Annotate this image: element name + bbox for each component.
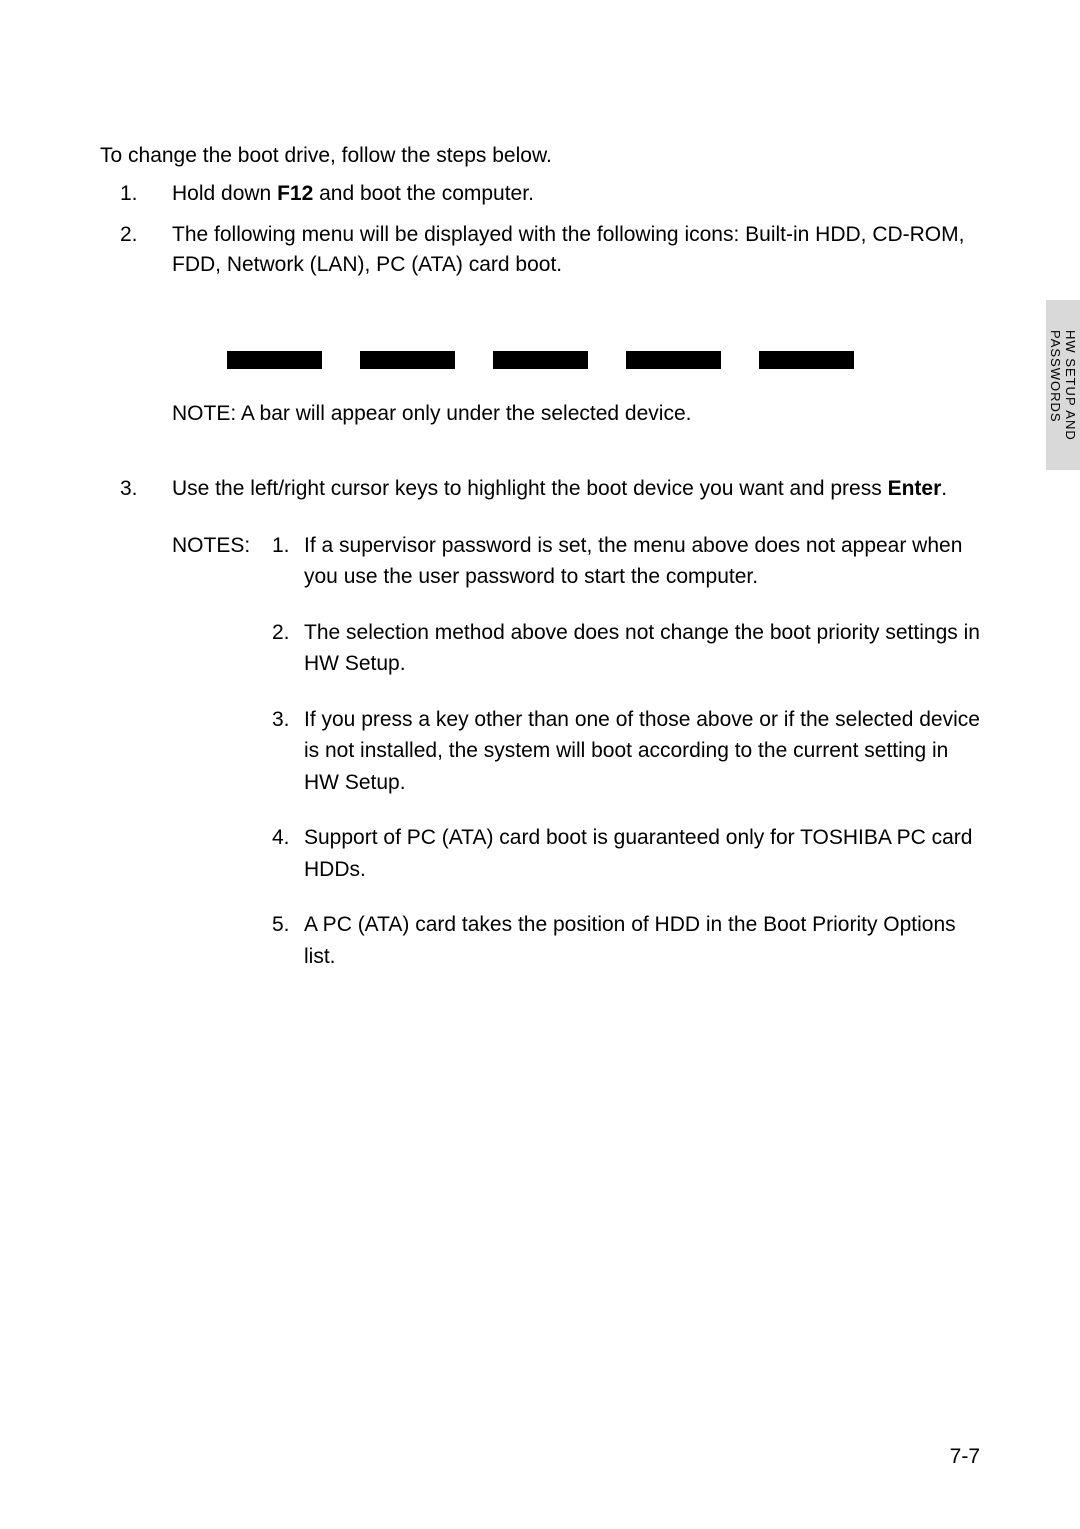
notes-item-body: The selection method above does not chan… [304, 617, 980, 680]
notes-item: 5. A PC (ATA) card takes the position of… [272, 909, 980, 972]
step-number: 3. [100, 474, 172, 504]
step-number: 1. [100, 179, 172, 209]
step-body: Use the left/right cursor keys to highli… [172, 474, 980, 504]
chapter-tab-text: HW SETUP AND PASSWORDS [1048, 330, 1078, 441]
notes-label: NOTES: [172, 530, 272, 997]
steps-list-cont: 3. Use the left/right cursor keys to hig… [100, 474, 980, 504]
chapter-tab: HW SETUP AND PASSWORDS [1046, 300, 1080, 470]
step-text-post: and boot the computer. [313, 182, 534, 205]
step-number: 2. [100, 220, 172, 281]
steps-list: 1. Hold down F12 and boot the computer. … [100, 179, 980, 280]
intro-text: To change the boot drive, follow the ste… [100, 141, 980, 171]
notes-item-num: 2. [272, 617, 304, 680]
notes-item-body: If you press a key other than one of tho… [304, 704, 980, 799]
step3-pre: Use the left/right cursor keys to highli… [172, 477, 888, 500]
notes-item-num: 5. [272, 909, 304, 972]
step-item: 3. Use the left/right cursor keys to hig… [100, 474, 980, 504]
boot-icons-row [100, 351, 980, 369]
notes-item: 3. If you press a key other than one of … [272, 704, 980, 799]
boot-icon [759, 351, 854, 369]
tab-line1: HW SETUP AND [1063, 330, 1078, 441]
boot-icon [227, 351, 322, 369]
notes-item-body: Support of PC (ATA) card boot is guarant… [304, 822, 980, 885]
step-body: The following menu will be displayed wit… [172, 220, 980, 281]
note-single: NOTE: A bar will appear only under the s… [100, 399, 980, 429]
notes-block: NOTES: 1. If a supervisor password is se… [100, 530, 980, 997]
notes-item-num: 4. [272, 822, 304, 885]
tab-line2: PASSWORDS [1048, 330, 1063, 423]
page-number: 7-7 [950, 1445, 980, 1469]
notes-item: 1. If a supervisor password is set, the … [272, 530, 980, 593]
notes-item-body: If a supervisor password is set, the men… [304, 530, 980, 593]
notes-item-body: A PC (ATA) card takes the position of HD… [304, 909, 980, 972]
notes-item-num: 3. [272, 704, 304, 799]
step3-post: . [941, 477, 947, 500]
notes-item: 4. Support of PC (ATA) card boot is guar… [272, 822, 980, 885]
notes-list: 1. If a supervisor password is set, the … [272, 530, 980, 997]
step-item: 2. The following menu will be displayed … [100, 220, 980, 281]
key-f12: F12 [277, 182, 313, 205]
step-item: 1. Hold down F12 and boot the computer. [100, 179, 980, 209]
key-enter: Enter [888, 477, 942, 500]
notes-item-num: 1. [272, 530, 304, 593]
boot-icon [360, 351, 455, 369]
step-text-pre: Hold down [172, 182, 277, 205]
notes-item: 2. The selection method above does not c… [272, 617, 980, 680]
manual-page: To change the boot drive, follow the ste… [0, 0, 1080, 1529]
boot-icon [626, 351, 721, 369]
step-body: Hold down F12 and boot the computer. [172, 179, 980, 209]
boot-icon [493, 351, 588, 369]
